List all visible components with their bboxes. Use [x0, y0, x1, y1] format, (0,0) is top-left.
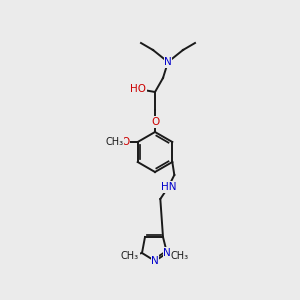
Text: HO: HO — [130, 84, 146, 94]
Text: HN: HN — [160, 182, 176, 192]
Text: N: N — [164, 57, 172, 67]
Text: N: N — [151, 256, 159, 266]
Text: CH₃: CH₃ — [121, 251, 139, 261]
Text: O: O — [151, 117, 159, 127]
Text: CH₃: CH₃ — [106, 137, 124, 147]
Text: CH₃: CH₃ — [171, 251, 189, 261]
Text: N: N — [163, 248, 171, 258]
Text: O: O — [122, 137, 130, 147]
